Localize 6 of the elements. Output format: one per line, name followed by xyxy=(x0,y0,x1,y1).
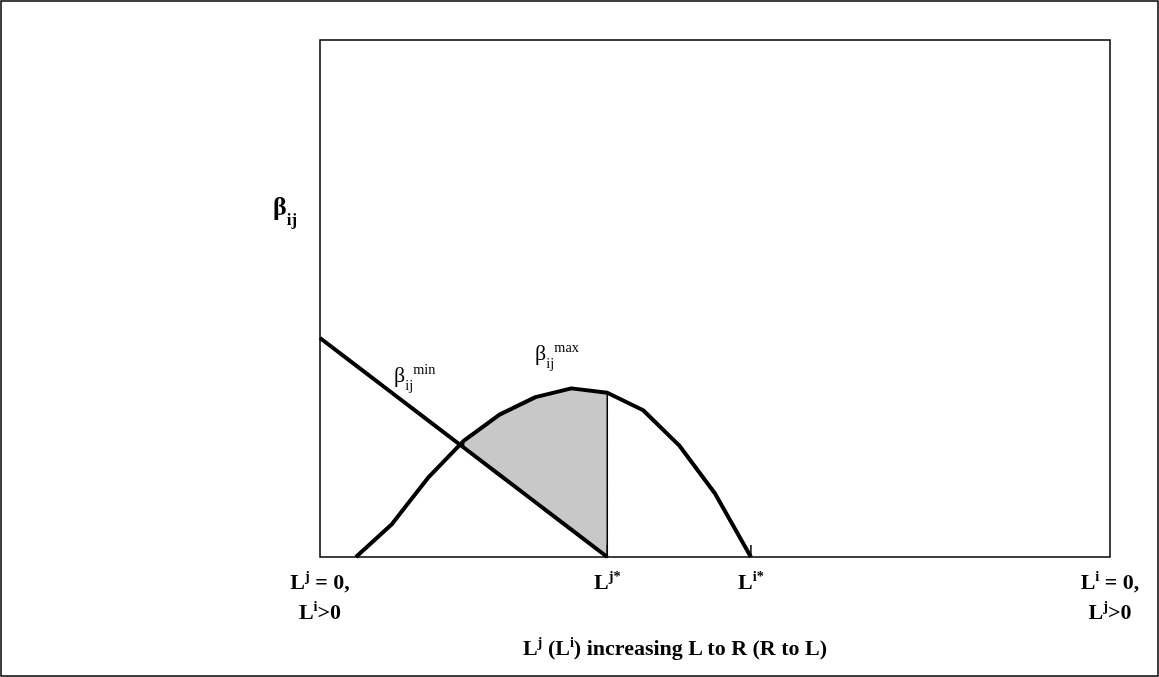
x-axis-title: L$^{j}$ (L$^{i}$) increasing L to R (R to L) xyxy=(522,634,828,660)
x-tick-label: L$^{j*}$ xyxy=(593,568,621,594)
y-axis-title: β$_{ij}$ xyxy=(272,192,298,229)
x-tick-label: L$^{j}$ = 0, L$^{i}$>0 xyxy=(290,568,350,624)
x-tick-label: L$^{i*}$ xyxy=(738,568,764,594)
x-tick-label: L$^{i}$ = 0, L$^{j}$>0 xyxy=(1080,568,1140,624)
